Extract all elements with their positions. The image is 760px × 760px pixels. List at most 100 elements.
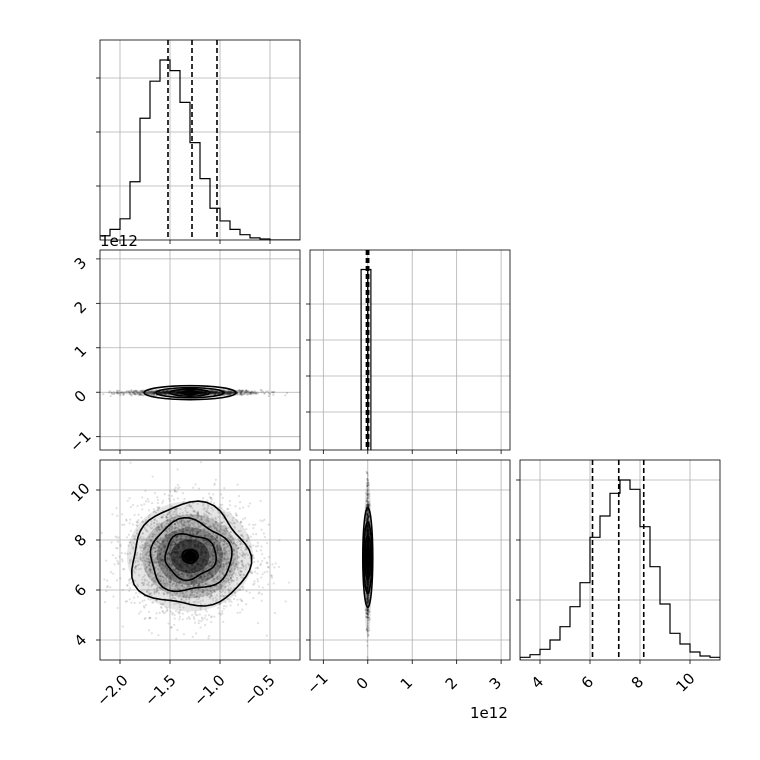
scatter-point	[193, 621, 197, 624]
scatter-point	[211, 575, 214, 579]
scatter-point	[223, 586, 227, 590]
scatter-point	[143, 617, 146, 620]
scatter-point	[239, 393, 242, 396]
scatter-point	[212, 390, 215, 393]
scatter-point	[366, 640, 369, 643]
scatter-point	[124, 600, 127, 603]
scatter-point	[161, 609, 164, 612]
scatter-point	[197, 562, 200, 565]
scatter-point	[234, 526, 237, 529]
scatter-point	[162, 543, 165, 546]
scatter-point	[109, 394, 112, 398]
scatter-point	[151, 551, 154, 554]
scatter-point	[237, 390, 240, 393]
scatter-point	[208, 577, 211, 580]
scatter-point	[115, 546, 118, 550]
scatter-point	[240, 391, 243, 394]
scatter-point	[261, 519, 264, 523]
scatter-point	[230, 391, 233, 394]
scatter-point	[198, 556, 201, 559]
scatter-point	[195, 591, 199, 594]
scatter-point	[207, 572, 211, 575]
density-peak	[184, 551, 196, 562]
scatter-point	[166, 390, 169, 393]
scatter-point	[171, 554, 174, 557]
scatter-point	[172, 548, 176, 551]
scatter-point	[136, 521, 139, 524]
scatter-point	[89, 595, 91, 597]
scatter-point	[172, 550, 176, 553]
scatter-point	[205, 391, 208, 394]
scatter-point	[230, 391, 234, 394]
scatter-point	[206, 499, 209, 502]
scatter-point	[115, 392, 118, 395]
scatter-point	[182, 633, 186, 636]
scatter-point	[122, 393, 125, 396]
scatter-point	[151, 535, 154, 538]
scatter-point	[136, 391, 139, 394]
grid-2-2	[516, 460, 720, 664]
scatter-point	[179, 569, 182, 572]
scatter-point	[180, 520, 183, 524]
scatter-point	[131, 392, 135, 395]
scatter-point	[366, 656, 369, 659]
scatter-point	[216, 547, 219, 550]
scatter-point	[133, 390, 136, 393]
scatter-point	[200, 518, 203, 521]
scatter-point	[211, 390, 214, 394]
scatter-point	[231, 391, 234, 394]
scatter-point	[194, 483, 197, 486]
scatter-point	[194, 613, 197, 616]
scatter-point	[181, 538, 184, 541]
scatter-point	[153, 392, 156, 395]
scatter-point	[229, 570, 232, 574]
scatter-point	[132, 523, 135, 526]
scatter-point	[256, 567, 260, 570]
scatter-point	[192, 616, 195, 619]
scatter-point	[210, 570, 213, 573]
scatter-point	[179, 550, 182, 553]
scatter-point	[174, 541, 177, 544]
scatter-point	[105, 559, 108, 562]
scatter-point	[208, 571, 211, 574]
scatter-point	[259, 564, 262, 567]
scatter-point	[238, 611, 242, 614]
scatter-point	[134, 389, 138, 392]
scatter-point	[176, 551, 179, 554]
scatter-point	[222, 595, 226, 598]
scatter-point	[201, 560, 204, 563]
scatter-point	[190, 574, 193, 578]
scatter-point	[158, 558, 162, 561]
scatter-point	[216, 578, 219, 581]
scatter-point	[115, 579, 119, 582]
scatter-point	[260, 528, 263, 531]
scatter-point	[164, 544, 168, 547]
scatter-point	[242, 566, 245, 569]
scatter-point	[182, 592, 185, 595]
scatter-point	[261, 390, 265, 393]
scatter-point	[195, 534, 198, 537]
scatter-point	[157, 525, 160, 528]
scatter-point	[173, 522, 177, 526]
scatter-point	[115, 391, 118, 394]
scatter-point	[203, 390, 206, 393]
scatter-point	[185, 529, 188, 533]
scatter-point	[191, 569, 194, 573]
scatter-point	[263, 535, 267, 539]
scatter-point	[217, 540, 221, 544]
scatter-point	[232, 542, 235, 545]
scatter-point	[235, 566, 238, 569]
scatter-point	[229, 389, 232, 393]
scatter-point	[199, 550, 203, 553]
scatter-point	[211, 597, 214, 600]
scatter-point	[165, 389, 168, 393]
scatter-point	[162, 392, 166, 395]
scatter-point	[156, 558, 159, 561]
scatter-point	[229, 578, 233, 582]
scatter-point	[161, 390, 164, 393]
scatter-point	[174, 486, 177, 489]
scatter-point	[161, 390, 164, 393]
scatter-point	[180, 550, 183, 553]
scatter-point	[167, 527, 170, 530]
scatter-point	[238, 507, 241, 510]
